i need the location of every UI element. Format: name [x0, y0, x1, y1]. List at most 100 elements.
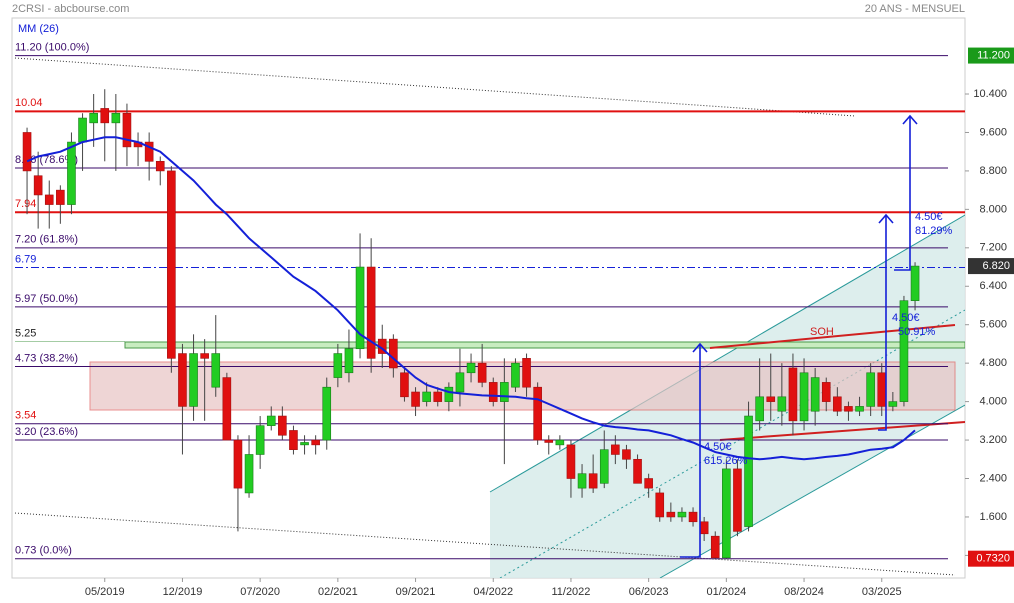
- trend-bottom: [14, 512, 956, 576]
- level-label: 5.97 (50.0%): [15, 293, 78, 305]
- candle-body: [333, 353, 343, 378]
- x-tick-label: 03/2025: [862, 586, 902, 598]
- candle-body: [599, 449, 609, 484]
- candle-body: [400, 372, 409, 398]
- support-line: [719, 421, 965, 441]
- candle-body: [866, 372, 875, 407]
- annotation: 4.50€: [915, 211, 943, 223]
- arrows: [680, 114, 918, 558]
- candle-body: [755, 396, 764, 422]
- candle-body: [477, 362, 487, 383]
- zone-band: [124, 341, 965, 349]
- level-label: 3.20 (23.6%): [15, 426, 78, 438]
- candle-body: [633, 458, 642, 484]
- candle-body: [588, 473, 598, 489]
- price-tag: [968, 550, 1014, 567]
- candle-body: [211, 353, 221, 388]
- annotation: 50.91%: [898, 326, 936, 338]
- x-tick-label: 11/2022: [551, 586, 590, 598]
- candle-body: [355, 266, 365, 350]
- candle-body: [466, 362, 476, 374]
- x-tick-label: 06/2023: [629, 586, 669, 598]
- candle-body: [744, 415, 753, 527]
- candle-body: [322, 386, 332, 441]
- candle-body: [566, 444, 576, 479]
- x-tick-label: 08/2024: [784, 586, 824, 598]
- candle-body: [455, 372, 465, 393]
- candle-body: [577, 473, 587, 489]
- price-tag-label: 0.7320: [976, 553, 1010, 565]
- candle-body: [666, 511, 676, 518]
- candle-body: [255, 425, 265, 455]
- level-label: 6.79: [15, 253, 36, 265]
- candle-body: [300, 442, 309, 446]
- candle-body: [500, 382, 509, 402]
- x-tick-label: 12/2019: [163, 586, 203, 598]
- annotation: 81.29%: [915, 225, 953, 237]
- annotation: 4.50€: [892, 312, 920, 324]
- candle-body: [422, 391, 431, 402]
- candle-body: [444, 386, 454, 402]
- candle-body: [810, 377, 820, 412]
- candle-body: [200, 353, 209, 359]
- candle-body: [544, 439, 554, 443]
- candle-body: [788, 367, 798, 422]
- y-tick-label: 7.200: [979, 242, 1007, 254]
- legend-ma: MM (26): [18, 23, 59, 35]
- candle-body: [178, 353, 187, 407]
- candle-body: [799, 372, 809, 422]
- chart-title: 2CRSI - abcbourse.com: [12, 3, 129, 15]
- candle-body: [777, 396, 787, 412]
- price-tag-label: 6.820: [982, 260, 1010, 272]
- candle-body: [677, 511, 687, 518]
- candle-body: [233, 439, 243, 489]
- candle-body: [611, 444, 620, 455]
- candle-body: [89, 112, 98, 124]
- candle-body: [67, 141, 76, 205]
- candle-body: [311, 439, 320, 446]
- candle-body: [699, 521, 709, 535]
- level-label: 0.73 (0.0%): [15, 545, 72, 557]
- candle-body: [389, 338, 398, 369]
- arrow-2: [878, 216, 887, 431]
- candle-body: [511, 362, 520, 388]
- x-tick-label: 07/2020: [240, 586, 280, 598]
- candle-body: [622, 449, 631, 460]
- trend-top: [14, 57, 856, 117]
- candle-body: [189, 353, 198, 407]
- candle-body: [278, 415, 287, 436]
- ma-line: [26, 136, 916, 461]
- x-tick-label: 02/2021: [318, 586, 358, 598]
- candle-body: [821, 382, 831, 402]
- channel-bottom: [659, 404, 965, 578]
- candle-body: [289, 430, 298, 450]
- candle-body: [910, 265, 920, 301]
- candle-body: [488, 382, 498, 402]
- y-tick-label: 5.600: [979, 319, 1007, 331]
- y-tick-label: 2.400: [979, 472, 1007, 484]
- arrow-1: [680, 345, 701, 558]
- level-label: 11.20 (100.0%): [15, 41, 89, 53]
- price-tag: [968, 258, 1014, 275]
- x-tick-label: 01/2024: [706, 586, 746, 598]
- candle-body: [366, 266, 376, 359]
- candle-body: [888, 401, 898, 407]
- level-label: 3.54: [15, 410, 36, 422]
- arrow-2-head: [878, 213, 894, 224]
- candle-body: [411, 391, 420, 407]
- candle-body: [766, 396, 776, 402]
- arrow-3-head: [902, 114, 918, 125]
- candle-body: [122, 112, 132, 148]
- candle-body: [522, 358, 531, 388]
- candle-body: [877, 372, 887, 407]
- annotation: 615.26%: [704, 455, 748, 467]
- level-label: 7.20 (61.8%): [15, 234, 78, 246]
- candle-body: [22, 132, 32, 172]
- series-layer: 10.400 9.600 8.800 8.000 7.200 6.400 5.600 4.80…: [15, 41, 1014, 598]
- candle-body: [78, 117, 87, 143]
- y-tick-label: 8.000: [979, 203, 1007, 215]
- candle-body: [655, 492, 665, 518]
- candle-body: [433, 391, 443, 402]
- candle-body: [167, 170, 176, 359]
